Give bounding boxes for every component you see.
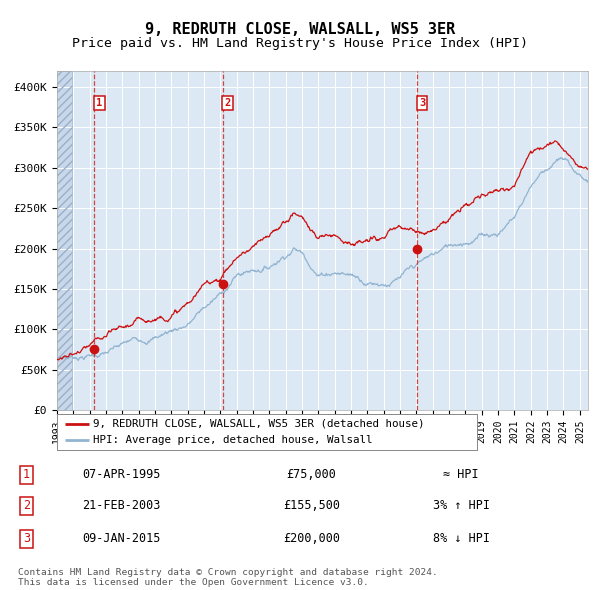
Text: Contains HM Land Registry data © Crown copyright and database right 2024.
This d: Contains HM Land Registry data © Crown c… xyxy=(18,568,438,587)
Text: 2: 2 xyxy=(224,98,231,108)
Text: £155,500: £155,500 xyxy=(283,499,340,513)
Text: 2: 2 xyxy=(23,499,30,513)
Text: Price paid vs. HM Land Registry's House Price Index (HPI): Price paid vs. HM Land Registry's House … xyxy=(72,37,528,50)
Text: £75,000: £75,000 xyxy=(287,468,337,481)
Text: 1: 1 xyxy=(23,468,30,481)
Text: £200,000: £200,000 xyxy=(283,532,340,546)
Text: 07-APR-1995: 07-APR-1995 xyxy=(82,468,161,481)
Text: 3% ↑ HPI: 3% ↑ HPI xyxy=(433,499,490,513)
Text: 8% ↓ HPI: 8% ↓ HPI xyxy=(433,532,490,546)
Text: HPI: Average price, detached house, Walsall: HPI: Average price, detached house, Wals… xyxy=(92,435,372,445)
Text: 09-JAN-2015: 09-JAN-2015 xyxy=(82,532,161,546)
Text: ≈ HPI: ≈ HPI xyxy=(443,468,479,481)
Text: 3: 3 xyxy=(23,532,30,546)
Text: 3: 3 xyxy=(419,98,425,108)
Text: 1: 1 xyxy=(96,98,102,108)
Text: 21-FEB-2003: 21-FEB-2003 xyxy=(82,499,161,513)
Text: 9, REDRUTH CLOSE, WALSALL, WS5 3ER (detached house): 9, REDRUTH CLOSE, WALSALL, WS5 3ER (deta… xyxy=(92,419,424,429)
Text: 9, REDRUTH CLOSE, WALSALL, WS5 3ER: 9, REDRUTH CLOSE, WALSALL, WS5 3ER xyxy=(145,22,455,37)
